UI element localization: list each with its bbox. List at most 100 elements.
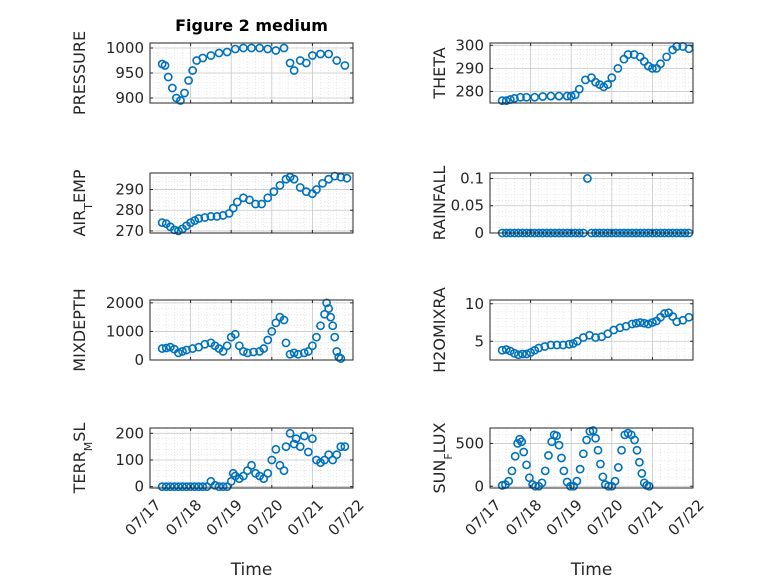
- data-point: [176, 96, 185, 105]
- y-axis-label: THETA: [430, 47, 449, 99]
- data-point: [263, 44, 273, 54]
- data-point: [340, 442, 350, 452]
- data-point: [684, 312, 694, 322]
- data-point: [289, 348, 299, 358]
- data-point: [316, 321, 325, 331]
- data-point: [163, 72, 173, 82]
- data-point: [342, 173, 352, 183]
- subplot-2: 280 290 300 THETA: [430, 36, 694, 106]
- data-point: [271, 444, 281, 454]
- data-point: [514, 350, 523, 360]
- data-point: [180, 88, 189, 98]
- data-point: [627, 319, 637, 329]
- data-point: [672, 317, 682, 327]
- data-point: [214, 48, 224, 58]
- data-point: [572, 476, 582, 486]
- data-point: [299, 348, 309, 358]
- x-tick-label: 07/17: [461, 496, 504, 539]
- data-point: [285, 58, 295, 68]
- data-point: [522, 349, 531, 359]
- data-point: [336, 442, 346, 452]
- y-tick-label: 1000: [106, 322, 144, 340]
- data-point: [631, 318, 641, 328]
- data-point: [200, 213, 210, 222]
- y-tick-label: 290: [455, 59, 484, 77]
- data-point: [607, 73, 617, 83]
- data-point: [570, 90, 580, 100]
- axes-box: [489, 427, 694, 489]
- data-point: [519, 447, 529, 457]
- data-point: [295, 442, 305, 452]
- x-tick-label: 07/21: [284, 496, 327, 539]
- data-point: [632, 445, 642, 455]
- data-point: [218, 347, 228, 356]
- data-point: [161, 343, 171, 353]
- data-point: [269, 187, 279, 197]
- data-point: [554, 440, 564, 450]
- data-point: [544, 451, 553, 460]
- data-point: [259, 344, 269, 353]
- data-point: [303, 347, 313, 356]
- data-point: [540, 466, 550, 476]
- data-point: [635, 457, 644, 467]
- data-point: [572, 336, 582, 346]
- data-point: [596, 459, 605, 469]
- data-point: [330, 332, 340, 342]
- data-point: [588, 426, 598, 435]
- data-point: [507, 466, 517, 476]
- data-point: [583, 174, 592, 183]
- data-point: [198, 482, 208, 492]
- y-tick-label: 200: [115, 424, 144, 442]
- data-point: [232, 197, 242, 207]
- data-point: [174, 348, 183, 358]
- axes-box: [489, 172, 694, 234]
- data-point: [516, 92, 525, 102]
- x-tick-label: 07/19: [543, 496, 586, 539]
- data-point: [230, 44, 240, 54]
- data-point: [202, 482, 212, 492]
- data-point: [635, 318, 645, 327]
- data-point: [228, 203, 238, 213]
- data-point: [598, 472, 608, 482]
- data-point: [210, 480, 220, 490]
- data-point: [307, 341, 317, 351]
- data-point: [226, 476, 236, 486]
- data-point: [332, 56, 342, 65]
- data-point: [182, 345, 191, 355]
- data-point: [312, 185, 321, 194]
- y-axis-label: AIRTEMP: [70, 169, 95, 236]
- y-tick-label: 500: [455, 434, 484, 452]
- data-point: [552, 431, 561, 441]
- y-tick-label: 0: [134, 478, 144, 496]
- data-point: [522, 92, 531, 102]
- subplot-1: 900 950 1000 PRESSURE Figure 2 medium: [70, 16, 354, 115]
- data-point: [518, 349, 527, 359]
- y-tick-label: 300: [455, 36, 484, 54]
- data-point: [648, 318, 657, 327]
- data-point: [263, 468, 273, 478]
- data-point: [234, 341, 244, 351]
- y-tick-label: 950: [115, 64, 144, 82]
- axes-box: [489, 42, 694, 104]
- y-tick-label: 0: [474, 224, 484, 242]
- data-point: [328, 321, 338, 331]
- axes-box: [149, 427, 354, 489]
- data-point: [307, 434, 317, 444]
- y-axis-label: PRESSURE: [70, 31, 89, 115]
- y-axis-label: RAINFALL: [430, 166, 449, 241]
- y-tick-label: 270: [115, 222, 144, 240]
- data-point: [497, 96, 507, 106]
- data-point: [557, 453, 566, 463]
- data-point: [289, 66, 299, 75]
- data-point: [501, 345, 511, 354]
- x-tick-label: 07/18: [162, 496, 205, 539]
- axes-box: [149, 172, 354, 234]
- data-point: [522, 460, 531, 470]
- data-point: [566, 91, 576, 101]
- data-point: [178, 482, 187, 492]
- subplot-4: 0 0.05 0.1 RAINFALL: [430, 166, 694, 242]
- data-point: [332, 347, 342, 356]
- y-tick-label: 900: [115, 89, 144, 107]
- data-point: [559, 466, 569, 476]
